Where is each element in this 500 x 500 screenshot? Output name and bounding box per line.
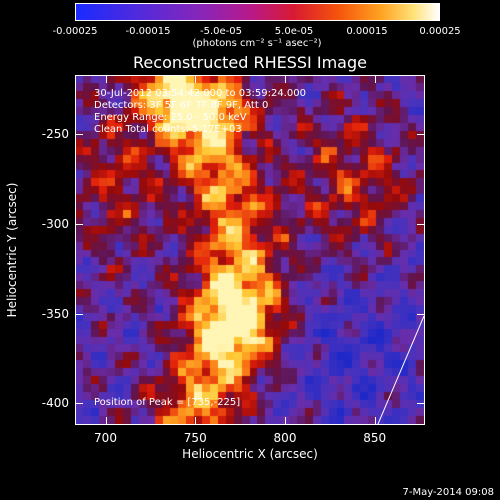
y-tick-label: -350 [41, 306, 69, 321]
colorbar-tick-label: 0.00025 [419, 26, 461, 37]
x-tick-mark [105, 417, 107, 425]
info-time-range: 30-Jul-2012 03:54:42.000 to 03:59:24.000 [94, 88, 306, 99]
colorbar [75, 3, 440, 21]
y-tick-mark [417, 313, 425, 315]
colorbar-tick-label: -5.0e-05 [200, 26, 242, 37]
y-tick-mark [417, 223, 425, 225]
x-tick-mark [195, 417, 197, 425]
x-tick-label: 800 [273, 431, 297, 445]
y-tick-mark [75, 403, 83, 405]
y-tick-mark [75, 134, 83, 136]
colorbar-tick-label: 0.00015 [346, 26, 388, 37]
y-axis-title-text: Heliocentric Y (arcsec) [5, 182, 19, 318]
x-tick-mark [374, 75, 376, 83]
colorbar-tick-label: 5.0e-05 [274, 26, 314, 37]
x-axis-title: Heliocentric X (arcsec) [182, 447, 318, 461]
x-tick-mark [374, 417, 376, 425]
info-detectors: Detectors: 3F 5F 6F 7F 8F 9F, Att 0 [94, 100, 269, 111]
rhessi-image [76, 76, 424, 424]
y-tick-mark [417, 134, 425, 136]
y-tick-mark [75, 223, 83, 225]
date-stamp: 7-May-2014 09:08 [402, 487, 494, 498]
x-tick-label: 750 [183, 431, 207, 445]
x-tick-mark [285, 417, 286, 425]
peak-position: Position of Peak = [735,-225] [94, 397, 241, 408]
colorbar-tick-label: -0.00015 [125, 26, 171, 37]
heatmap-canvas [76, 76, 424, 424]
y-tick-label: -300 [41, 216, 69, 231]
image-title: Reconstructed RHESSI Image [133, 53, 367, 72]
plot-frame [75, 75, 425, 425]
y-tick-mark [75, 313, 83, 315]
y-tick-label: -250 [41, 127, 69, 142]
x-tick-mark [285, 75, 286, 83]
info-total-counts: Clean Total counts: 5.17E+03 [94, 124, 242, 135]
y-tick-mark [417, 403, 425, 405]
colorbar-unit-label: (photons cm⁻² s⁻¹ asec⁻²) [192, 38, 322, 49]
x-tick-mark [195, 75, 197, 83]
x-tick-label: 700 [94, 431, 117, 445]
x-tick-label: 850 [363, 431, 387, 445]
info-energy-range: Energy Range: 25.0 - 50.0 keV [94, 112, 247, 123]
y-axis-title: Heliocentric Y (arcsec) [5, 183, 19, 318]
solar-limb-line [377, 315, 424, 424]
x-tick-mark [105, 75, 107, 83]
y-tick-label: -400 [41, 396, 69, 411]
colorbar-tick-label: -0.00025 [52, 26, 98, 37]
